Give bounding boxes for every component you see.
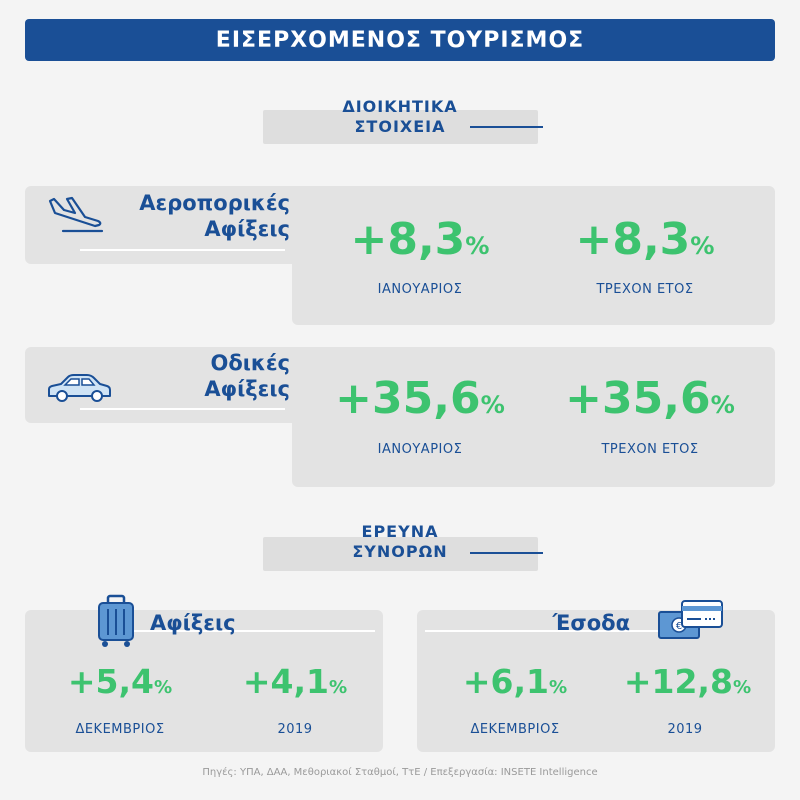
suitcase-icon [98, 594, 134, 647]
section-title-line1: ΔΙΟΙΚΗΤΙΚΑ [342, 97, 458, 116]
arrivals-stat-december-value: +5,4% [67, 662, 173, 701]
air-title-underline [80, 249, 285, 251]
road-title: Οδικές Αφίξεις [100, 350, 290, 402]
section-title-line2: ΣΥΝΟΡΩΝ [352, 542, 448, 561]
road-stat-january-label: ΙΑΝΟΥΑΡΙΟΣ [377, 442, 463, 457]
road-panel-stats [292, 360, 775, 487]
arrivals-title: Αφίξεις [150, 611, 236, 635]
source-footer: Πηγές: ΥΠΑ, ΔΑΑ, Μεθοριακοί Σταθμοί, ΤτΕ… [202, 767, 598, 778]
revenue-stat-2019-label: 2019 [667, 722, 703, 737]
road-title-underline [80, 408, 285, 410]
road-title-line1: Οδικές [210, 351, 290, 375]
revenue-title: Έσοδα [552, 611, 630, 635]
section-title-border: ΕΡΕΥΝΑ ΣΥΝΟΡΩΝ [300, 522, 500, 562]
section-title-admin: ΔΙΟΙΚΗΤΙΚΑ ΣΤΟΙΧΕΙΑ [300, 97, 500, 137]
airplane-landing-icon [48, 196, 104, 233]
section-divider [470, 552, 543, 554]
page-title: ΕΙΣΕΡΧΟΜΕΝΟΣ ΤΟΥΡΙΣΜΟΣ [25, 19, 775, 61]
arrivals-stat-december-label: ΔΕΚΕΜΒΡΙΟΣ [75, 722, 165, 737]
air-stat-ytd-label: ΤΡΕΧΟΝ ΕΤΟΣ [596, 282, 694, 297]
arrivals-underline [100, 630, 375, 632]
revenue-stat-december-label: ΔΕΚΕΜΒΡΙΟΣ [470, 722, 560, 737]
revenue-underline [425, 630, 700, 632]
air-title-line1: Αεροπορικές [139, 191, 290, 215]
section-title-line1: ΕΡΕΥΝΑ [361, 522, 439, 541]
arrivals-panel [25, 610, 383, 752]
money-card-icon: € [658, 600, 723, 639]
revenue-stat-december-value: +6,1% [462, 662, 568, 701]
section-tag-border [263, 537, 538, 571]
air-title-line2: Αφίξεις [204, 217, 290, 241]
air-stat-january-label: ΙΑΝΟΥΑΡΙΟΣ [377, 282, 463, 297]
arrivals-stat-2019-label: 2019 [277, 722, 313, 737]
road-stat-ytd-label: ΤΡΕΧΟΝ ΕΤΟΣ [601, 442, 699, 457]
air-title: Αεροπορικές Αφίξεις [100, 190, 290, 242]
car-icon [48, 374, 111, 402]
air-panel-stats [292, 200, 775, 325]
air-stat-ytd-value: +8,3% [575, 214, 715, 265]
air-stat-january-value: +8,3% [350, 214, 490, 265]
svg-text:€: € [676, 621, 682, 632]
section-divider [470, 126, 543, 128]
section-title-line2: ΣΤΟΙΧΕΙΑ [354, 117, 446, 136]
revenue-stat-2019-value: +12,8% [623, 662, 752, 701]
road-title-line2: Αφίξεις [204, 377, 290, 401]
revenue-panel [417, 610, 775, 752]
arrivals-stat-2019-value: +4,1% [242, 662, 348, 701]
road-stat-january-value: +35,6% [335, 373, 505, 424]
road-stat-ytd-value: +35,6% [565, 373, 735, 424]
